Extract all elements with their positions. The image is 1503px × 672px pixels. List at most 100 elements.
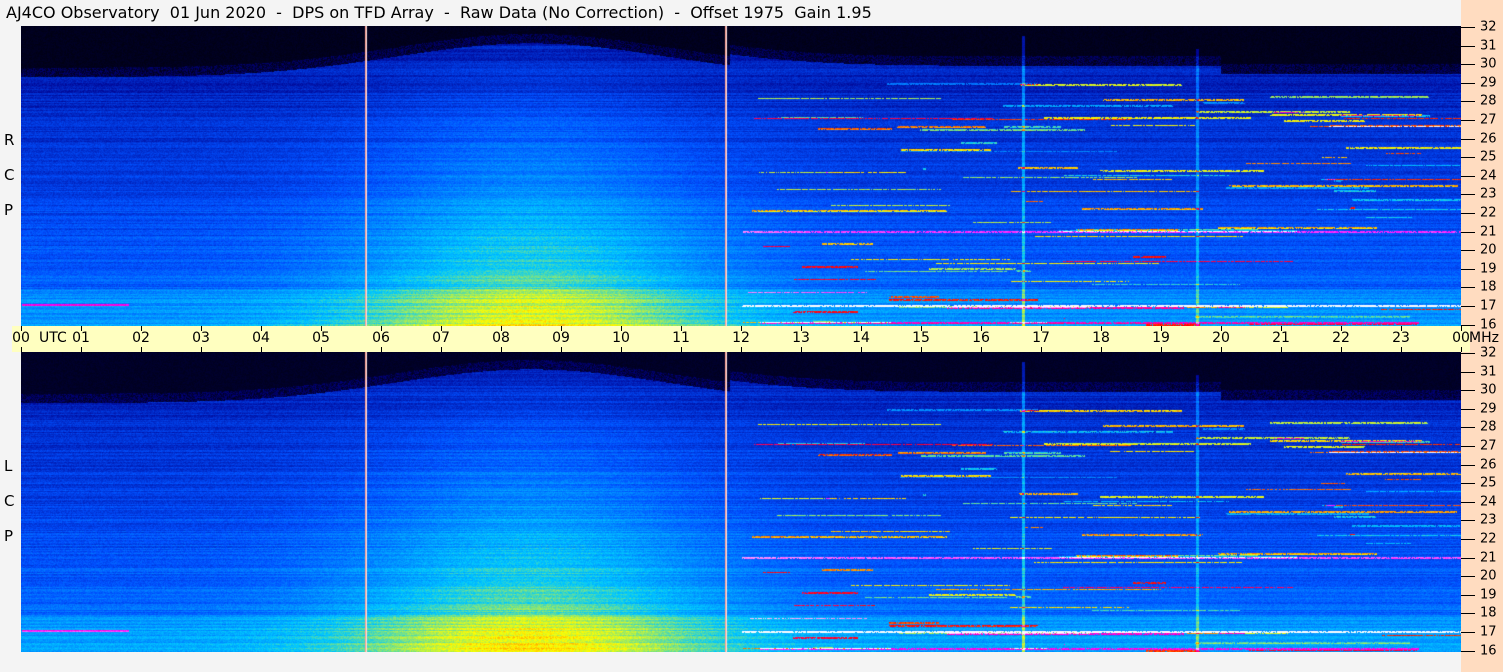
x-tick [321,347,322,352]
x-tick [441,347,442,352]
y-tick [1461,371,1475,373]
time-axis: 00 01 02 03 04 05 06 07 08 09 10 11 12 13 14 15 16 17 18 19… [12,326,1499,352]
x-tick [201,326,202,331]
x-tick [621,347,622,352]
y-tick-label: 31 [1480,38,1497,54]
y-tick-label: 24 [1480,494,1497,510]
x-unit-label: UTC [39,330,67,346]
y-tick [1461,45,1475,47]
y-tick [1461,464,1475,466]
x-tick [681,326,682,331]
x-tick [201,347,202,352]
x-tick [1281,326,1282,331]
y-tick-label: 16 [1480,643,1497,659]
y-tick [1461,501,1475,503]
rcp-spectrogram [21,26,1461,326]
y-tick [1461,520,1475,522]
x-tick [381,347,382,352]
x-tick [501,326,502,331]
x-tick [861,347,862,352]
polarization-letter: C [4,492,15,510]
y-tick-label: 16 [1480,317,1497,333]
y-tick [1461,539,1475,540]
x-tick [21,347,22,352]
y-tick [1461,557,1475,559]
x-tick [921,347,922,352]
x-tick [621,326,622,331]
x-tick-label: 00 [1452,330,1470,346]
x-tick-label: 17 [1032,330,1050,346]
y-tick [1461,446,1475,447]
x-tick [1401,326,1402,331]
y-tick [1461,613,1475,615]
y-tick [1461,194,1475,196]
chart-title: AJ4CO Observatory 01 Jun 2020 - DPS on T… [6,3,872,22]
x-tick [1281,347,1282,352]
y-tick [1461,427,1475,429]
y-tick-label: 25 [1480,149,1497,165]
x-tick [141,326,142,331]
y-tick [1461,576,1475,578]
x-tick-label: 12 [732,330,750,346]
y-tick-label: 17 [1480,624,1497,640]
polarization-letter: C [4,166,15,184]
y-tick [1461,138,1475,140]
y-tick-label: 17 [1480,298,1497,314]
x-tick-label: 13 [792,330,810,346]
y-tick-label: 20 [1480,568,1497,584]
x-tick [1101,347,1102,352]
x-tick-label: 15 [912,330,930,346]
y-tick [1461,390,1475,392]
y-tick-label: 20 [1480,242,1497,258]
y-tick-label: 21 [1480,224,1497,240]
lcp-heatmap [21,352,1461,652]
y-tick-label: 19 [1480,261,1497,277]
x-tick-label: 10 [612,330,630,346]
x-tick [141,347,142,352]
lcp-spectrogram [21,352,1461,652]
x-tick [981,347,982,352]
x-tick [81,326,82,331]
y-tick-label: 30 [1480,56,1497,72]
x-tick [1221,347,1222,352]
x-tick [501,347,502,352]
x-tick [741,347,742,352]
y-tick-label: 30 [1480,382,1497,398]
x-tick-label: 05 [312,330,330,346]
y-tick [1461,157,1475,159]
x-tick [801,326,802,331]
y-tick [1461,594,1475,596]
y-tick-label: 22 [1480,205,1497,221]
x-tick [441,326,442,331]
y-tick-label: 23 [1480,186,1497,202]
polarization-letter: P [4,527,14,545]
rcp-heatmap [21,26,1461,326]
y-tick [1461,324,1475,326]
x-tick-label: 07 [432,330,450,346]
y-tick-label: 27 [1480,112,1497,128]
x-tick-label: 06 [372,330,390,346]
y-tick-label: 19 [1480,587,1497,603]
x-tick [1461,347,1462,352]
y-tick [1461,287,1475,289]
x-tick-label: 19 [1152,330,1170,346]
x-tick-label: 04 [252,330,270,346]
y-tick [1461,82,1475,84]
x-tick-label: 08 [492,330,510,346]
y-tick-label: 25 [1480,475,1497,491]
x-tick [1101,326,1102,331]
x-tick [981,326,982,331]
polarization-letter: L [4,457,13,475]
x-tick-label: 20 [1212,330,1230,346]
y-tick-label: 32 [1480,19,1497,35]
x-tick [321,326,322,331]
y-tick-label: 22 [1480,531,1497,547]
x-tick-label: 22 [1332,330,1350,346]
y-tick [1461,483,1475,485]
polarization-letter: R [4,131,15,149]
x-tick [261,326,262,331]
y-tick-label: 28 [1480,93,1497,109]
y-tick [1461,231,1475,233]
y-tick [1461,64,1475,66]
x-tick [381,326,382,331]
